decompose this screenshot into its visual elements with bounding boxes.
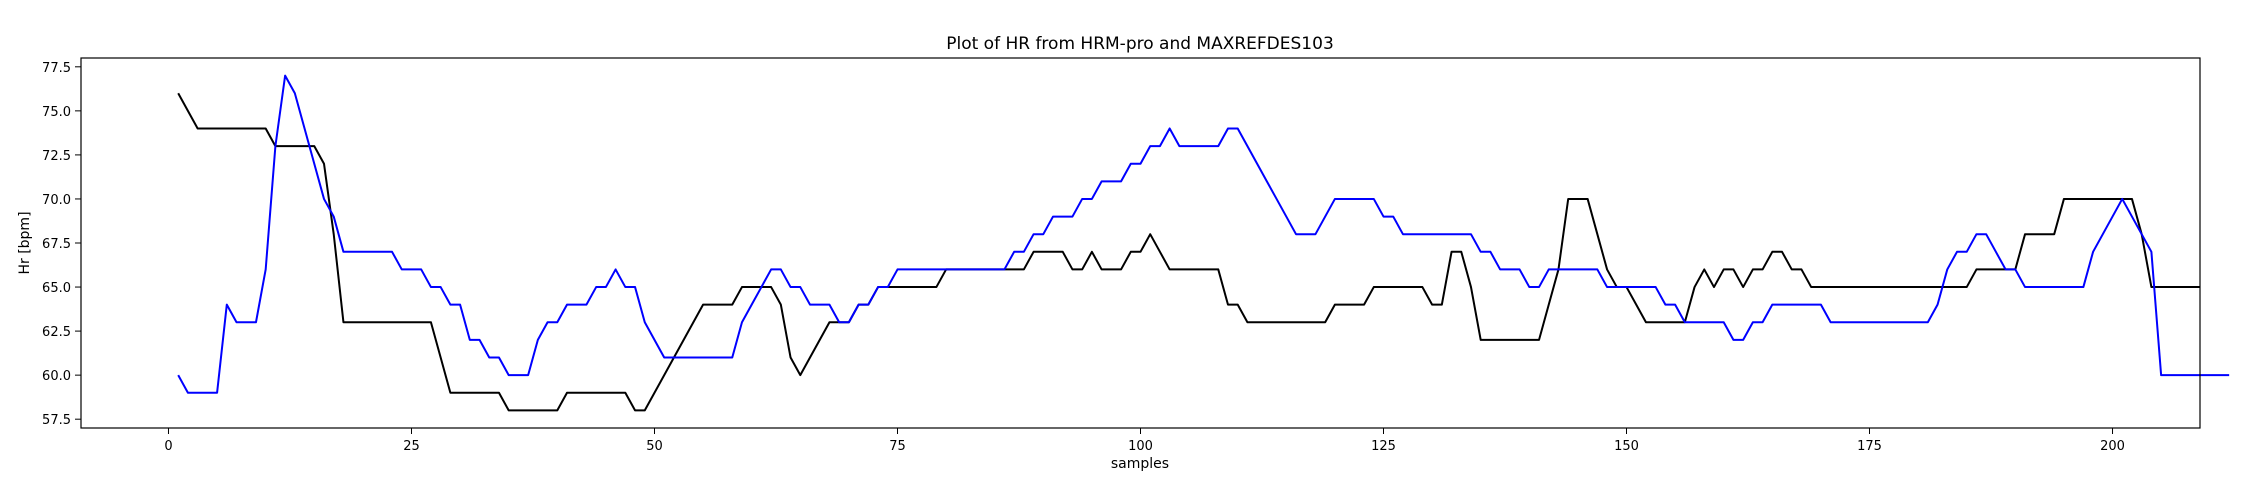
- y-tick-label: 60.0: [42, 369, 71, 384]
- x-tick-label: 200: [2100, 439, 2125, 454]
- y-tick-label: 67.5: [42, 237, 71, 252]
- series-line-2: [177, 74, 2230, 394]
- x-tick-label: 0: [164, 439, 172, 454]
- x-tick-label: 100: [1128, 439, 1153, 454]
- series-line-1: [177, 92, 2200, 412]
- x-tick-label: 50: [646, 439, 663, 454]
- x-axis-label: samples: [1111, 456, 1169, 472]
- x-axis: 0 25 50 75 100 125 150 175 200: [164, 428, 2125, 454]
- x-tick-label: 25: [403, 439, 420, 454]
- chart-title: Plot of HR from HRM-pro and MAXREFDES103: [946, 34, 1334, 54]
- y-tick-label: 70.0: [42, 193, 71, 208]
- x-tick-label: 125: [1371, 439, 1396, 454]
- y-tick-label: 75.0: [42, 105, 71, 120]
- y-tick-label: 72.5: [42, 149, 71, 164]
- y-axis: 57.5 60.0 62.5 65.0 67.5 70.0 72.5 75.0 77.5: [42, 61, 81, 428]
- y-tick-label: 57.5: [42, 413, 71, 428]
- y-tick-label: 62.5: [42, 325, 71, 340]
- x-tick-label: 150: [1614, 439, 1639, 454]
- x-tick-label: 75: [889, 439, 906, 454]
- y-tick-label: 77.5: [42, 61, 71, 76]
- y-tick-label: 65.0: [42, 281, 71, 296]
- plot-frame: [80, 57, 2201, 429]
- y-axis-label: Hr [bpm]: [17, 211, 33, 274]
- series-layer: [177, 74, 2230, 412]
- x-tick-label: 175: [1857, 439, 1882, 454]
